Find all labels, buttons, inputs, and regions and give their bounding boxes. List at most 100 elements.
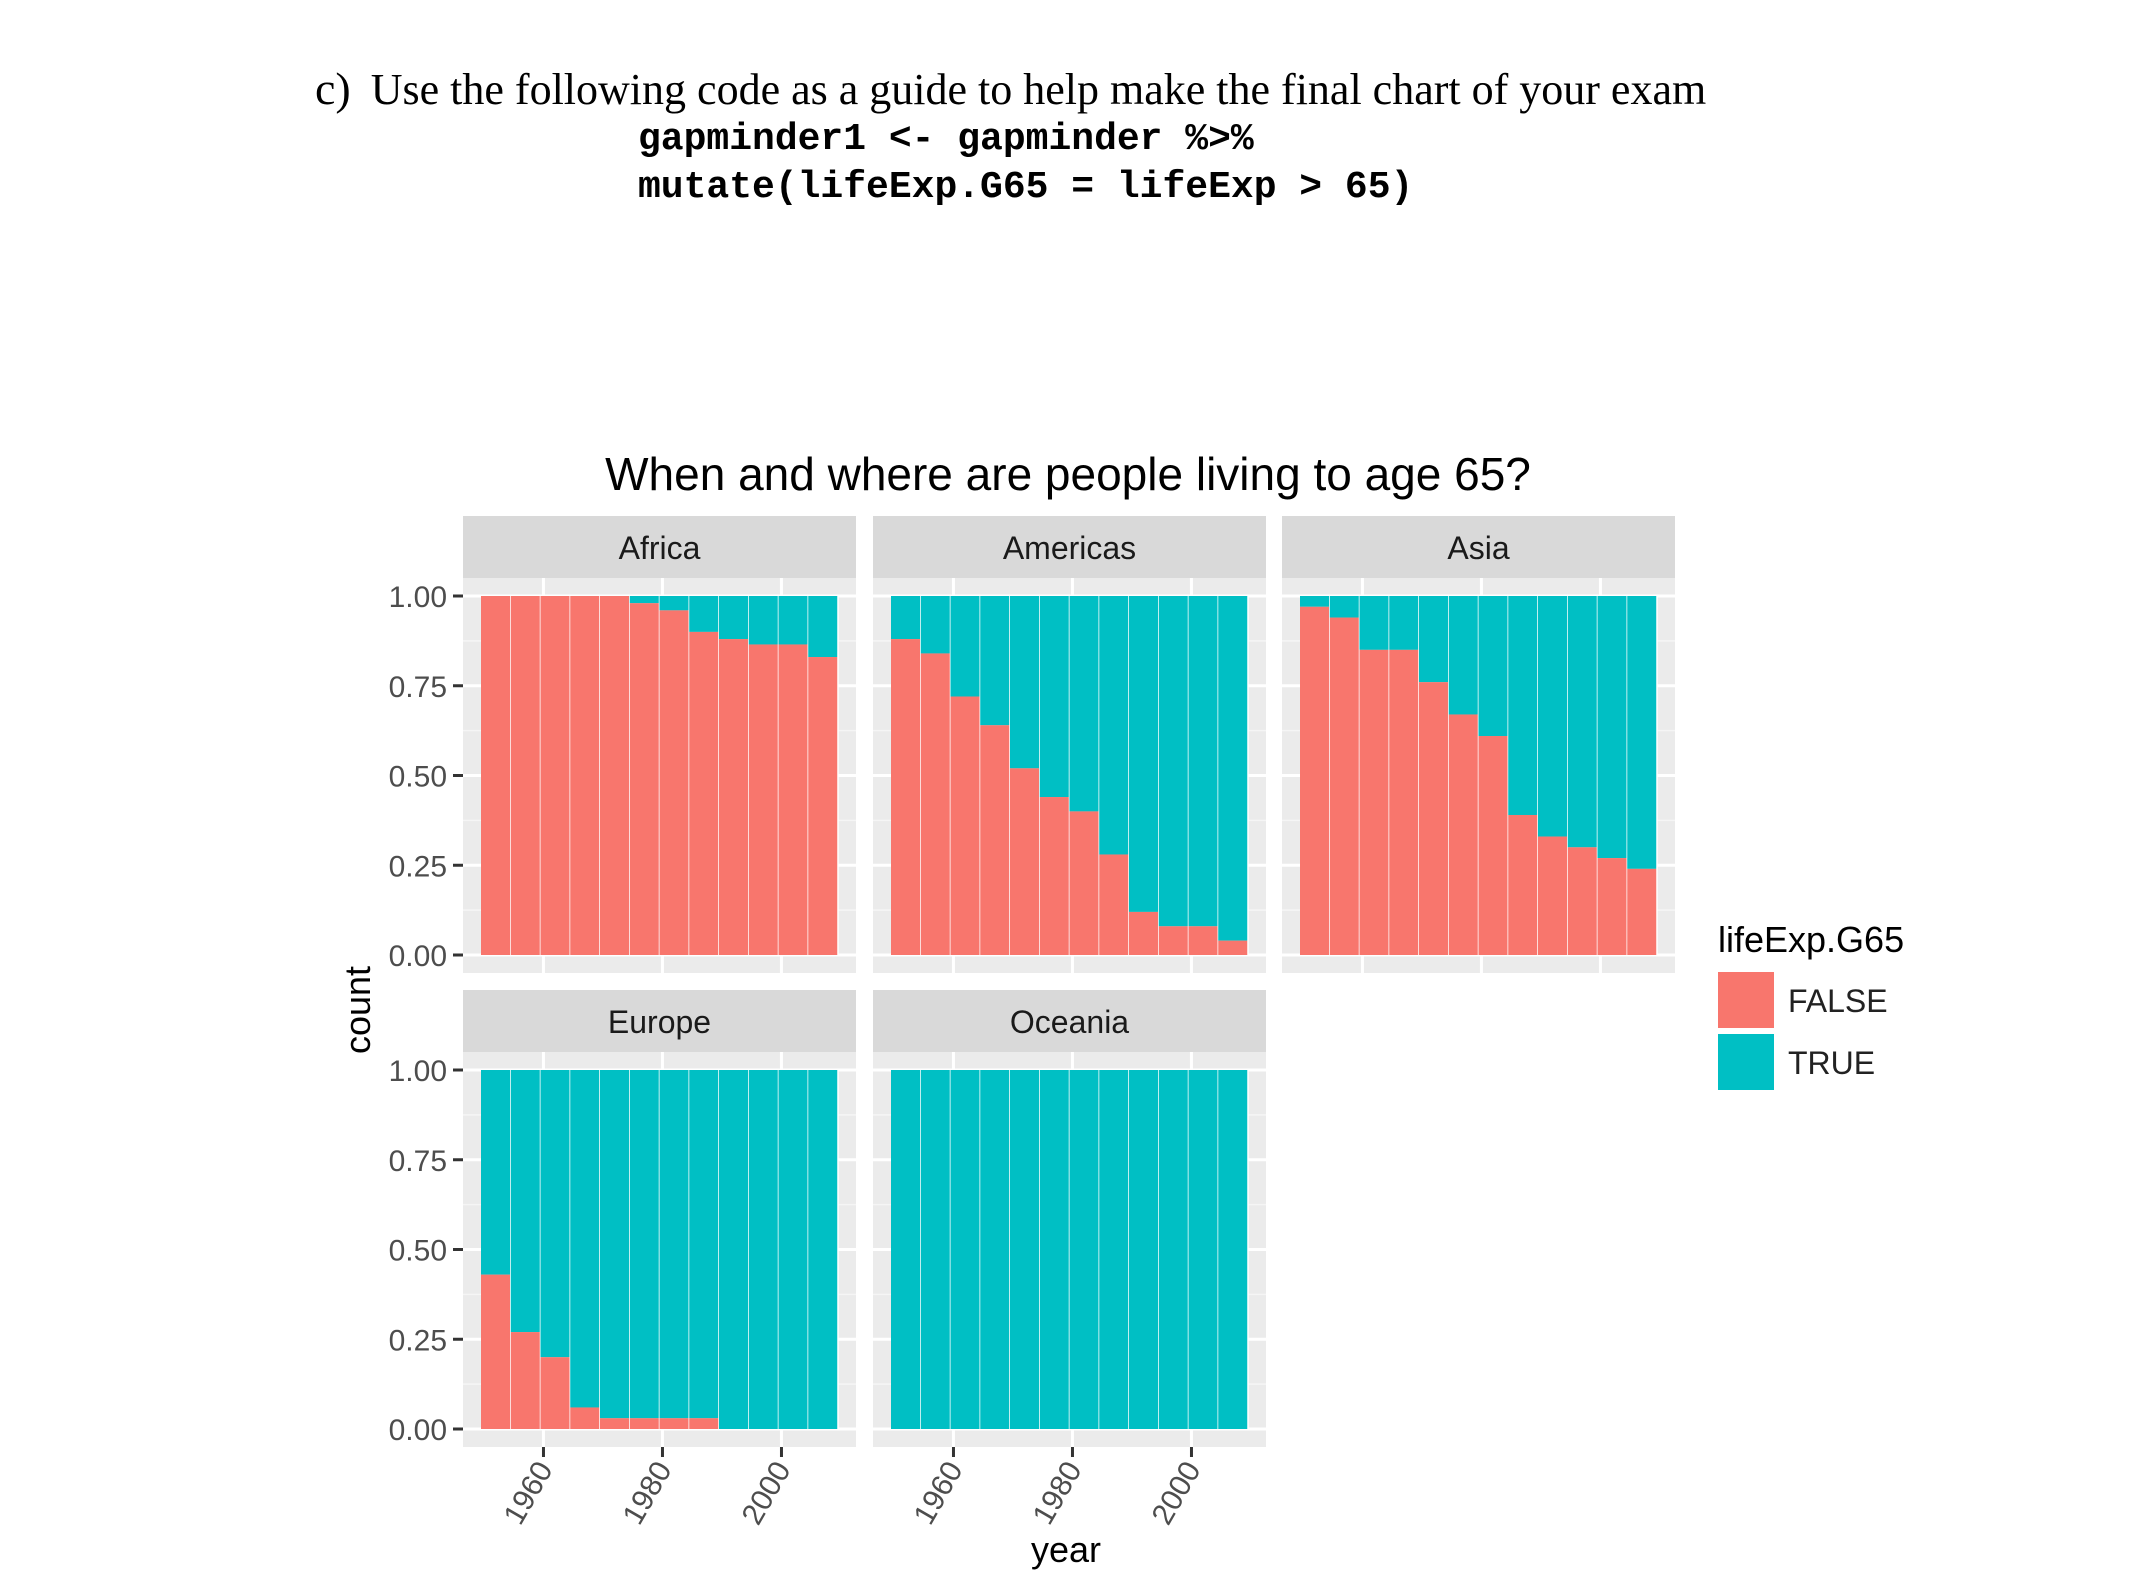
bar-false — [1158, 926, 1189, 955]
y-tick-label: 1.00 — [389, 581, 447, 614]
bar-false — [570, 596, 600, 955]
x-tick-label: 2000 — [1146, 1456, 1208, 1530]
facet-strip — [873, 516, 1266, 578]
y-tick-label: 0.75 — [389, 1145, 447, 1178]
bar-false — [1329, 617, 1360, 955]
bar-false — [629, 603, 660, 955]
bar-true — [1129, 596, 1159, 912]
bar-true — [1129, 1070, 1159, 1429]
y-axes: 0.00 0.25 0.50 0.75 1.00 0.00 0.25 0.50 0.75 1.00 — [389, 581, 463, 1447]
chart-title: When and where are people living to age … — [605, 448, 1531, 500]
facet-asia: Asia — [1282, 516, 1675, 973]
bar-false — [1419, 682, 1449, 955]
bar-true — [778, 1070, 809, 1429]
bar-false — [1069, 811, 1100, 955]
bar-false — [1359, 649, 1390, 955]
bar-false — [540, 596, 571, 955]
x-axis-label: year — [1031, 1529, 1101, 1570]
y-tick-label: 0.75 — [389, 671, 447, 704]
bar-false — [481, 1274, 511, 1429]
x-tick-label: 1960 — [498, 1456, 560, 1530]
y-tick-label: 0.00 — [389, 1414, 447, 1447]
bar-true — [600, 1070, 630, 1419]
bar-true — [1300, 596, 1330, 607]
facet-europe: Europe — [463, 990, 856, 1447]
bar-false — [689, 1418, 719, 1429]
bar-false — [950, 696, 981, 955]
x-tick-label: 1980 — [1027, 1456, 1089, 1530]
bar-false — [808, 657, 838, 955]
legend-label-true: TRUE — [1788, 1045, 1875, 1081]
bar-false — [600, 1418, 630, 1429]
bar-false — [600, 596, 630, 955]
bar-true — [748, 596, 779, 645]
bar-true — [1010, 1070, 1040, 1429]
bar-true — [1069, 596, 1100, 812]
bar-true — [510, 1070, 541, 1333]
question-body: Use the following code as a guide to hel… — [370, 65, 1707, 114]
x-tick-label: 2000 — [736, 1456, 798, 1530]
bar-true — [950, 1070, 981, 1429]
bar-true — [659, 1070, 690, 1419]
bar-false — [1188, 926, 1219, 955]
y-tick-label: 1.00 — [389, 1055, 447, 1088]
bar-true — [920, 596, 951, 654]
bar-true — [1448, 596, 1479, 715]
bar-true — [1359, 596, 1390, 650]
facet-oceania: Oceania — [873, 990, 1266, 1447]
bar-true — [808, 1070, 838, 1429]
bar-false — [1567, 847, 1598, 955]
code-line-2: mutate(lifeExp.G65 = lifeExp > 65) — [638, 166, 1414, 209]
bar-true — [1218, 1070, 1248, 1429]
facet-strip — [873, 990, 1266, 1052]
bar-true — [1069, 1070, 1100, 1429]
bar-true — [629, 1070, 660, 1419]
bar-true — [808, 596, 838, 658]
legend-title: lifeExp.G65 — [1718, 919, 1904, 960]
legend-label-false: FALSE — [1788, 983, 1888, 1019]
facet-strip — [1282, 516, 1675, 578]
bar-false — [920, 653, 951, 955]
bar-true — [1039, 1070, 1070, 1429]
bar-false — [689, 631, 719, 955]
bar-true — [1627, 596, 1657, 869]
bar-false — [1010, 768, 1040, 955]
bar-true — [1218, 596, 1248, 941]
bar-true — [1389, 596, 1419, 650]
bar-false — [659, 1418, 690, 1429]
bar-true — [1188, 1070, 1219, 1429]
bar-false — [1597, 858, 1628, 955]
facet-strip-label: Europe — [608, 1004, 711, 1040]
bar-true — [1329, 596, 1360, 618]
bar-true — [1099, 596, 1129, 855]
bar-false — [540, 1357, 571, 1429]
bar-true — [980, 1070, 1010, 1429]
bar-true — [891, 1070, 921, 1429]
facet-panels: Africa Americas Asia Europe Oceania — [463, 516, 1675, 1447]
bar-false — [1129, 911, 1159, 955]
question-label: c) — [315, 63, 351, 114]
bar-false — [1538, 836, 1568, 955]
facet-strip — [463, 516, 856, 578]
bar-true — [891, 596, 921, 640]
bar-true — [1508, 596, 1538, 815]
bar-false — [510, 1332, 541, 1429]
bar-true — [719, 596, 749, 640]
bar-false — [748, 644, 779, 955]
bar-true — [629, 596, 660, 604]
bar-false — [1448, 714, 1479, 955]
bar-true — [1538, 596, 1568, 837]
bar-true — [1158, 1070, 1189, 1429]
bar-false — [1478, 736, 1509, 955]
bar-true — [980, 596, 1010, 726]
x-tick-label: 1960 — [908, 1456, 970, 1530]
bar-true — [1158, 596, 1189, 927]
bar-false — [570, 1407, 600, 1429]
facet-americas: Americas — [873, 516, 1266, 973]
bar-false — [980, 725, 1010, 955]
bar-true — [1188, 596, 1219, 927]
y-tick-label: 0.50 — [389, 761, 447, 794]
bar-false — [1099, 854, 1129, 955]
facet-strip-label: Americas — [1003, 530, 1136, 566]
